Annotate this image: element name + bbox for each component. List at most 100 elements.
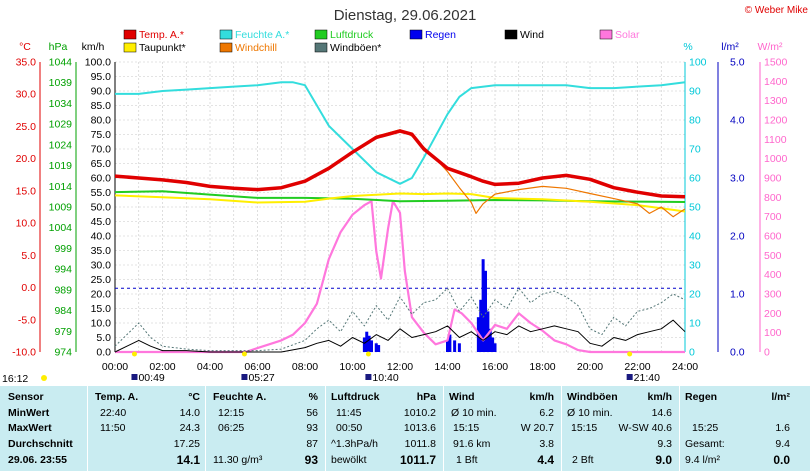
gust-current-value: 9.0 [655,453,672,467]
tick-label-hum: 60 [689,173,701,185]
rain-bar [486,311,490,352]
tick-label-temp: 35.0 [16,57,37,69]
sun-marker [627,351,633,357]
tick-label-hum: 10 [689,318,701,330]
gust-avg-label: Ø 10 min. [567,407,613,419]
tick-label-press: 1044 [49,57,73,69]
rain-bar [362,337,366,352]
press-forecast: bewölkt [331,454,367,466]
legend-swatch [504,29,518,40]
rain-bar [493,343,497,352]
legend-swatch [219,29,233,40]
hum-max-time: 06:25 [218,422,245,434]
tick-label-press: 979 [54,326,72,338]
sun-marker [365,351,371,357]
legend-swatch [599,29,613,40]
x-tick-label: 24:00 [672,361,698,373]
row-label-current: 29.06. 23:55 [8,454,67,466]
series-line-taupunkt- [114,192,686,213]
tick-label-hum: 80 [689,115,701,127]
series-line-temp-a- [114,129,686,199]
tick-label-wind: 20.0 [91,289,112,301]
tick-label-solar: 1300 [764,95,788,107]
tick-label-wind: 35.0 [91,245,112,257]
legend-label: Temp. A.* [139,29,184,41]
axis-unit-rain: l/m² [721,41,739,53]
gust-unit: km/h [647,391,672,403]
tick-label-rain: 3.0 [730,173,745,185]
temp-current-value: 14.1 [176,453,200,467]
weather-chart: Dienstag, 29.06.2021 © Weber Mike Temp. A.… [2,5,808,385]
rain-bar [488,328,492,352]
sun-marker [241,351,247,357]
hum-abs-value: 11.30 g/m³ [213,454,263,466]
tick-label-press: 1009 [49,202,73,214]
rain-bar [484,270,487,352]
row-label-avg: Durchschnitt [8,438,73,450]
x-tick-label: 16:00 [482,361,508,373]
press-unit: hPa [416,391,436,403]
rain-bar [448,334,452,352]
rain-bar [491,337,495,352]
tick-label-temp: 30.0 [16,89,37,101]
legend-label: Regen [425,29,456,41]
wind-day-avg-value: 3.8 [539,438,554,450]
tick-label-wind: 80.0 [91,115,112,127]
tick-label-press: 1004 [49,222,73,234]
tick-label-hum: 100 [689,57,707,69]
tick-label-press: 1034 [49,98,73,110]
tick-label-wind: 30.0 [91,260,112,272]
tick-label-rain: 4.0 [730,115,745,127]
legend-swatch [314,29,328,40]
wind-avg10-value: 6.2 [539,407,554,419]
tick-label-hum: 70 [689,144,701,156]
axis-unit-wind: km/h [82,41,105,53]
x-tick-label: 06:00 [244,361,270,373]
tick-label-wind: 50.0 [91,202,112,214]
sun-marker [131,351,137,357]
tick-label-hum: 0 [689,347,695,359]
x-tick-label: 10:00 [339,361,365,373]
rain-bar [370,340,373,352]
tick-label-wind: 5.0 [96,332,111,344]
x-tick-label: 14:00 [434,361,460,373]
series-line-windb-en- [114,287,686,352]
temp-max-time: 11:50 [100,422,126,434]
tick-label-hum: 50 [689,202,701,214]
hum-avg-value: 87 [306,438,318,450]
legend-swatch [409,29,423,40]
gust-max-time: 15:15 [571,422,598,434]
x-tick-label: 08:00 [292,361,318,373]
rain-bar [457,343,461,352]
tick-label-temp: 20.0 [16,153,37,165]
gust-avg10-value: 14.6 [651,407,672,419]
x-tick-label: 00:00 [102,361,128,373]
legend-swatch [123,42,137,53]
tick-label-press: 994 [54,264,72,276]
chart-title: Dienstag, 29.06.2021 [334,7,477,24]
rain-header: Regen [685,391,718,403]
wind-max-value: W 20.7 [520,422,554,434]
tick-label-press: 999 [54,243,72,255]
tick-label-solar: 300 [764,289,782,301]
press-header: Luftdruck [331,391,380,403]
legend-label: Luftdruck [330,29,374,41]
table-divider [325,386,326,471]
tick-label-wind: 10.0 [91,318,112,330]
tick-label-solar: 200 [764,308,782,320]
x-tick-label: 04:00 [197,361,223,373]
tick-label-temp: 0.0 [21,282,36,294]
table-divider [561,386,562,471]
axis-unit-solar: W/m² [757,41,783,53]
tick-label-wind: 60.0 [91,173,112,185]
x-tick-label: 12:00 [387,361,413,373]
hum-min-time: 12:15 [218,407,245,419]
tick-label-solar: 700 [764,211,782,223]
tick-label-wind: 40.0 [91,231,112,243]
tick-label-solar: 1400 [764,76,788,88]
tick-label-press: 1019 [49,160,73,172]
temp-min-value: 14.0 [179,407,200,419]
tick-label-press: 1039 [49,77,73,89]
tick-label-press: 1024 [49,139,73,151]
moon-marker [626,374,633,380]
